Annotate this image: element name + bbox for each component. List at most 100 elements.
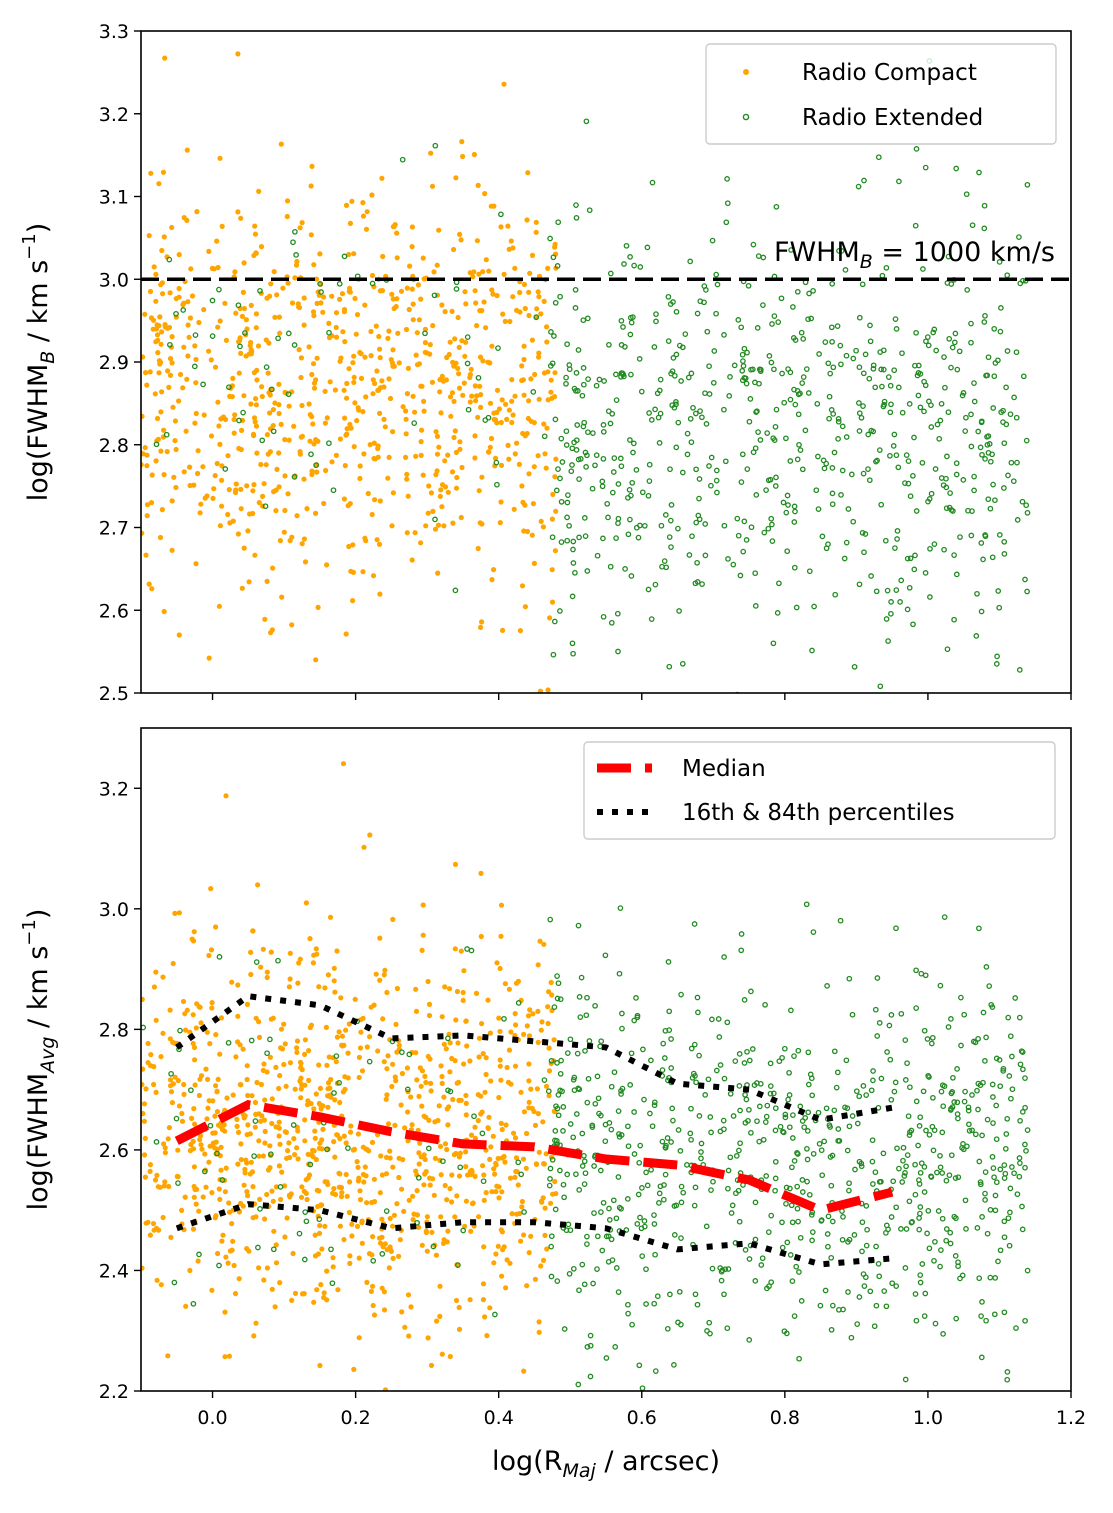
p16-line <box>175 1201 893 1268</box>
compact-point <box>496 1015 502 1021</box>
compact-point <box>270 1198 276 1204</box>
extended-point <box>600 1199 607 1206</box>
compact-point <box>141 530 145 536</box>
compact-point <box>162 1179 168 1185</box>
extended-point <box>979 1214 985 1220</box>
compact-point <box>441 523 447 529</box>
extended-point <box>952 1253 959 1259</box>
compact-point <box>475 414 481 420</box>
compact-point <box>377 355 383 361</box>
compact-point <box>223 1254 229 1260</box>
extended-point <box>754 325 761 331</box>
extended-point <box>904 606 911 613</box>
compact-point <box>387 1037 393 1043</box>
compact-point <box>215 1076 221 1082</box>
compact-point <box>521 1031 527 1037</box>
compact-point <box>384 989 390 996</box>
extended-point <box>899 409 906 416</box>
compact-point <box>298 355 304 361</box>
compact-point <box>487 360 493 366</box>
extended-point <box>799 466 806 473</box>
extended-point <box>1000 419 1006 425</box>
compact-point <box>273 1260 280 1266</box>
compact-point <box>141 1081 145 1088</box>
compact-point <box>416 1093 422 1099</box>
compact-point <box>536 396 542 402</box>
extended-point <box>829 501 836 508</box>
extended-point <box>838 248 845 254</box>
compact-point <box>385 335 391 341</box>
extended-point <box>912 1291 919 1297</box>
extended-point <box>608 1083 615 1090</box>
compact-point <box>479 619 485 625</box>
extended-point <box>815 506 822 512</box>
extended-point <box>1017 1160 1023 1166</box>
extended-point <box>809 647 815 654</box>
extended-point <box>554 1278 561 1284</box>
compact-point <box>509 377 515 383</box>
compact-point <box>499 1189 505 1195</box>
extended-point <box>617 455 624 462</box>
compact-point <box>162 324 168 330</box>
extended-point <box>618 463 625 470</box>
extended-point <box>1019 1203 1025 1210</box>
compact-point <box>273 1064 279 1070</box>
extended-point <box>552 416 559 423</box>
compact-point <box>322 420 328 426</box>
compact-point <box>552 474 558 480</box>
extended-point <box>1022 1164 1028 1171</box>
extended-point <box>946 504 953 511</box>
extended-point <box>675 419 682 426</box>
compact-point <box>191 1106 197 1112</box>
extended-point <box>713 271 720 278</box>
compact-point <box>245 1122 251 1128</box>
compact-point <box>321 294 327 300</box>
extended-point <box>1018 1048 1025 1055</box>
compact-point <box>277 1280 283 1286</box>
compact-point <box>298 1086 304 1092</box>
compact-point <box>333 324 339 331</box>
compact-point <box>278 141 284 147</box>
y-label-main: log(FWHM <box>23 1073 54 1211</box>
extended-point <box>345 1145 351 1151</box>
extended-point <box>257 287 263 294</box>
extended-point <box>619 1010 625 1017</box>
compact-point <box>302 1037 308 1043</box>
extended-point <box>850 518 857 525</box>
extended-point <box>1001 1309 1008 1316</box>
extended-point <box>590 430 596 436</box>
compact-point <box>546 1093 552 1099</box>
compact-point <box>524 528 531 535</box>
compact-point <box>311 262 317 268</box>
compact-point <box>141 1110 146 1117</box>
compact-point <box>269 1286 275 1292</box>
extended-point <box>479 1130 486 1137</box>
compact-point <box>418 1083 424 1089</box>
extended-point <box>934 421 941 428</box>
extended-point <box>896 1165 902 1172</box>
compact-point <box>209 1287 215 1293</box>
extended-point <box>738 947 745 954</box>
extended-point <box>747 396 754 402</box>
extended-point <box>726 393 733 399</box>
compact-point <box>489 577 495 583</box>
compact-point <box>304 1196 310 1203</box>
extended-point <box>554 263 561 269</box>
compact-point <box>445 1122 451 1128</box>
compact-point <box>299 541 305 547</box>
extended-point <box>938 475 945 481</box>
extended-point <box>163 431 170 438</box>
compact-point <box>285 1148 291 1154</box>
extended-point <box>902 1077 909 1083</box>
compact-point <box>509 398 515 404</box>
extended-point <box>696 1113 703 1119</box>
extended-point <box>802 1115 809 1121</box>
compact-point <box>462 353 468 359</box>
compact-point <box>531 464 537 470</box>
y-tick-label: 2.6 <box>99 1140 129 1162</box>
compact-point <box>244 1189 250 1195</box>
compact-point <box>506 1047 513 1053</box>
compact-point <box>369 1139 376 1145</box>
extended-point <box>613 397 620 403</box>
extended-point <box>207 1122 214 1129</box>
